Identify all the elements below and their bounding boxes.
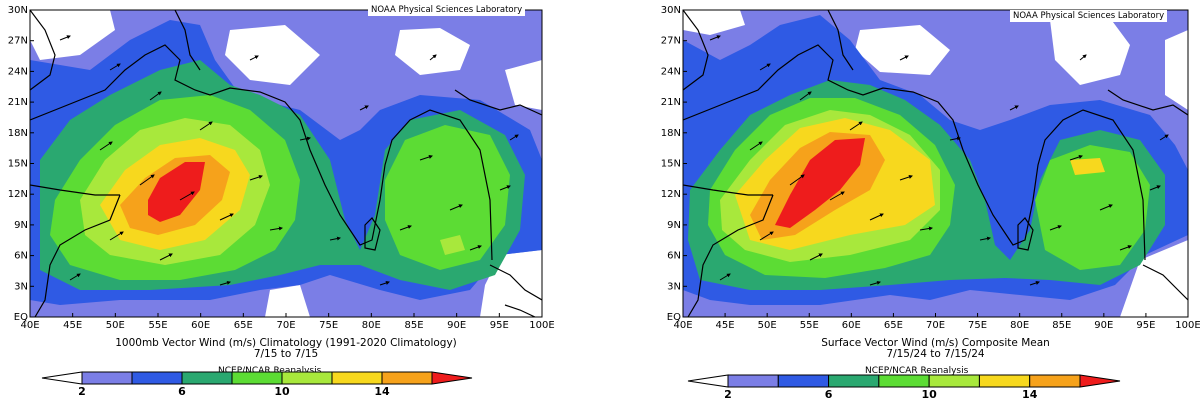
- field-above-16: [148, 162, 205, 222]
- lon-label: 50E: [106, 320, 125, 331]
- lat-label: 30N: [661, 5, 681, 16]
- lon-label: 90E: [1094, 320, 1113, 331]
- lat-label: 9N: [667, 220, 681, 231]
- lat-label: 12N: [8, 189, 28, 200]
- lon-label: 60E: [842, 320, 861, 331]
- lon-label: 55E: [800, 320, 819, 331]
- caption-dates: 7/15 to 7/15: [253, 348, 319, 360]
- caption-title: Surface Vector Wind (m/s) Composite Mean: [821, 337, 1050, 349]
- lon-label: 40E: [20, 320, 39, 331]
- credit-label: NOAA Physical Sciences Laboratory: [368, 4, 526, 16]
- lat-label: 3N: [14, 281, 28, 292]
- lon-label: 80E: [362, 320, 381, 331]
- lon-label: 65E: [234, 320, 253, 331]
- lon-label: 70E: [926, 320, 945, 331]
- lat-label: 27N: [8, 36, 28, 47]
- field-below-2: [265, 285, 310, 317]
- lat-label: 30N: [8, 5, 28, 16]
- lat-label: 21N: [8, 97, 28, 108]
- credit-label: NOAA Physical Sciences Laboratory: [1010, 10, 1168, 22]
- lat-label: 3N: [667, 281, 681, 292]
- caption-dates: 7/15/24 to 7/15/24: [886, 348, 985, 360]
- lat-label: 15N: [8, 159, 28, 170]
- lat-label: EQ: [667, 312, 681, 323]
- field-below-2: [1165, 30, 1188, 110]
- lon-label: 75E: [968, 320, 987, 331]
- lat-label: 15N: [661, 159, 681, 170]
- lat-label: 18N: [661, 128, 681, 139]
- field-above-16: [775, 138, 865, 228]
- map-caption: Surface Vector Wind (m/s) Composite Mean…: [683, 338, 1188, 360]
- map-panel-climatology: 30N 27N 24N 21N 18N 15N 12N 9N 6N 3N EQ 40E 45E 50E 55…: [0, 0, 560, 400]
- lat-label: 27N: [661, 36, 681, 47]
- field-below-2: [395, 28, 470, 75]
- lon-label: 70E: [276, 320, 295, 331]
- lon-label: 55E: [148, 320, 167, 331]
- lon-label: 85E: [404, 320, 423, 331]
- lat-label: 24N: [8, 66, 28, 77]
- coastlines: [30, 10, 542, 317]
- field-8-10: [1035, 145, 1150, 270]
- wind-vectors: [709, 35, 1169, 286]
- field-below-2: [683, 10, 745, 35]
- field-below-2: [30, 10, 115, 60]
- lat-label: 24N: [661, 66, 681, 77]
- lat-label: EQ: [14, 312, 28, 323]
- lon-label: 95E: [490, 320, 509, 331]
- lon-label: 60E: [191, 320, 210, 331]
- lat-label: 9N: [14, 220, 28, 231]
- lat-label: 6N: [667, 251, 681, 262]
- lat-label: 6N: [14, 251, 28, 262]
- lon-label: 40E: [673, 320, 692, 331]
- lon-label: 75E: [319, 320, 338, 331]
- lon-label: 50E: [758, 320, 777, 331]
- lon-label: 100E: [1175, 320, 1200, 331]
- field-below-2: [855, 25, 950, 75]
- lon-label: 45E: [63, 320, 82, 331]
- field-12-14: [1070, 158, 1105, 175]
- field-below-2: [225, 25, 320, 85]
- lon-label: 100E: [529, 320, 554, 331]
- lon-label: 80E: [1010, 320, 1029, 331]
- caption-title: 1000mb Vector Wind (m/s) Climatology (19…: [115, 337, 457, 349]
- wind-vectors: [59, 35, 519, 286]
- field-below-2: [1050, 18, 1130, 85]
- map-caption: 1000mb Vector Wind (m/s) Climatology (19…: [30, 338, 542, 360]
- lon-label: 90E: [447, 320, 466, 331]
- lon-label: 95E: [1136, 320, 1155, 331]
- source-label: NCEP/NCAR Reanalysis: [218, 366, 322, 376]
- lat-label: 12N: [661, 189, 681, 200]
- field-8-10: [385, 125, 510, 270]
- source-label: NCEP/NCAR Reanalysis: [865, 366, 969, 376]
- lon-label: 65E: [884, 320, 903, 331]
- lon-label: 45E: [716, 320, 735, 331]
- coastlines: [683, 10, 1188, 317]
- lat-label: 18N: [8, 128, 28, 139]
- field-below-2: [505, 60, 542, 110]
- lon-label: 85E: [1052, 320, 1071, 331]
- lat-label: 21N: [661, 97, 681, 108]
- map-panel-composite: 30N 27N 24N 21N 18N 15N 12N 9N 6N 3N EQ 40E 45E 50E 55…: [650, 0, 1200, 400]
- field-10-12: [440, 235, 465, 255]
- field-below-2: [1120, 240, 1188, 317]
